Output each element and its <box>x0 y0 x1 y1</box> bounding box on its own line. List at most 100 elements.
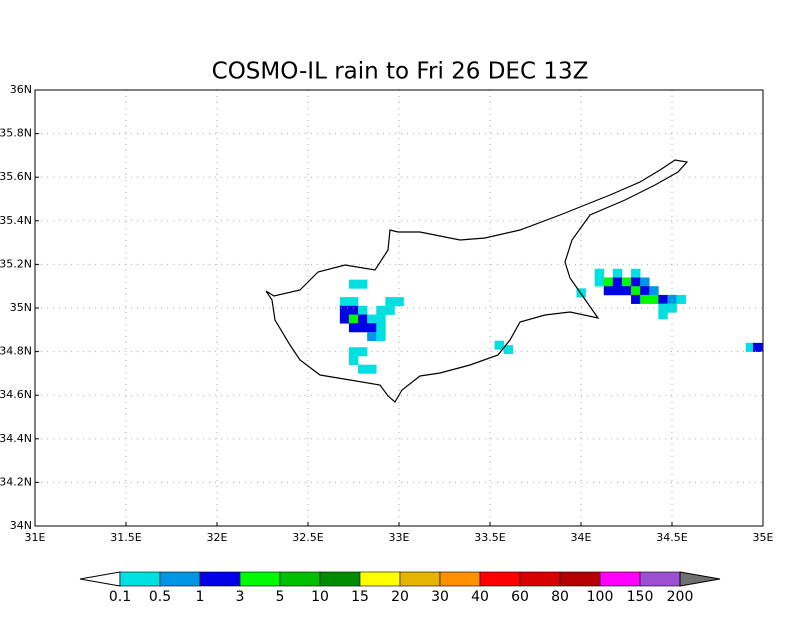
colorbar-box <box>319 571 361 587</box>
rain-cell <box>367 331 377 341</box>
rain-cell <box>367 314 377 324</box>
rain-cell <box>358 347 368 357</box>
rain-cell <box>348 297 359 307</box>
colorbar: 0.1 0.5 1 3 5 10 15 20 30 40 60 80 100 150 200 <box>79 571 721 605</box>
rain-cell <box>631 286 641 296</box>
rain-cell <box>658 310 668 320</box>
rain-cell <box>676 294 686 304</box>
rain-cell <box>376 314 386 324</box>
colorbar-over <box>679 571 721 587</box>
rain-cell <box>348 314 359 324</box>
rain-cell <box>649 286 659 296</box>
rain-cell <box>348 279 359 289</box>
colorbar-label: 40 <box>471 589 489 605</box>
colorbar-label: 3 <box>236 589 245 605</box>
colorbar-under <box>79 571 121 587</box>
rain-cell <box>649 294 659 304</box>
rain-cell <box>358 279 368 289</box>
x-tick-label: 34.5E <box>656 531 687 544</box>
colorbar-box <box>279 571 321 587</box>
x-tick-label: 32.5E <box>292 531 323 544</box>
colorbar-label: 200 <box>667 589 694 605</box>
colorbar-label: 100 <box>587 589 614 605</box>
colorbar-label: 80 <box>551 589 569 605</box>
rain-cell <box>348 355 359 365</box>
rain-cell <box>631 294 641 304</box>
rain-cell <box>612 268 623 278</box>
map-frame <box>34 89 764 527</box>
colorbar-label: 0.5 <box>149 589 171 605</box>
colorbar-label: 20 <box>391 589 409 605</box>
colorbar-box <box>479 571 521 587</box>
colorbar-box <box>239 571 281 587</box>
rain-cell <box>658 294 668 304</box>
rain-cell <box>745 342 756 352</box>
x-tick-label: 33E <box>389 531 410 544</box>
y-tick-label: 36N <box>10 83 32 96</box>
colorbar-label: 150 <box>627 589 654 605</box>
x-tick-label: 32E <box>207 531 228 544</box>
colorbar-box <box>519 571 561 587</box>
y-tick-label: 34.6N <box>0 388 32 401</box>
rain-cell <box>603 277 614 287</box>
rain-cell <box>752 342 763 352</box>
rain-layer <box>339 268 763 374</box>
colorbar-box <box>559 571 601 587</box>
rain-cell <box>612 286 623 296</box>
x-tick-label: 31E <box>25 531 46 544</box>
rain-cell <box>367 323 377 333</box>
rain-cell <box>612 277 623 287</box>
colorbar-box <box>159 571 201 587</box>
x-tick-label: 33.5E <box>474 531 505 544</box>
rain-cell <box>594 268 605 278</box>
y-tick-label: 34.4N <box>0 432 32 445</box>
rain-cell <box>640 294 650 304</box>
colorbar-label: 10 <box>311 589 329 605</box>
rain-cell <box>339 305 350 315</box>
colorbar-label: 15 <box>351 589 369 605</box>
rain-cell <box>358 305 368 315</box>
rain-cell <box>594 277 605 287</box>
colorbar-label: 5 <box>276 589 285 605</box>
colorbar-box <box>439 571 481 587</box>
rain-cell <box>603 286 614 296</box>
rain-cell <box>640 277 650 287</box>
rain-cell <box>358 364 368 374</box>
rain-cell <box>376 331 386 341</box>
rain-cell <box>631 277 641 287</box>
y-tick-label: 35.6N <box>0 170 32 183</box>
coastline <box>265 159 689 403</box>
rain-cell <box>385 305 395 315</box>
rain-cell <box>339 297 350 307</box>
rain-cell <box>348 305 359 315</box>
colorbar-label: 1 <box>196 589 205 605</box>
rain-cell <box>631 268 641 278</box>
colorbar-box <box>399 571 441 587</box>
map-title: COSMO-IL rain to Fri 26 DEC 13Z <box>212 59 589 85</box>
y-tick-label: 34.2N <box>0 475 32 488</box>
colorbar-box <box>359 571 401 587</box>
rain-cell <box>621 286 632 296</box>
rain-cell <box>667 303 677 313</box>
rain-cell <box>621 277 632 287</box>
y-tick-label: 34.8N <box>0 345 32 358</box>
y-tick-label: 34N <box>10 519 32 532</box>
x-tick-label: 34E <box>571 531 592 544</box>
rain-cell <box>394 297 404 307</box>
rain-cell <box>348 323 359 333</box>
rain-cell <box>503 345 514 355</box>
y-tick-label: 35.2N <box>0 257 32 270</box>
colorbar-label: 30 <box>431 589 449 605</box>
rain-cell <box>376 305 386 315</box>
colorbar-box <box>199 571 241 587</box>
x-tick-label: 35E <box>753 531 774 544</box>
y-tick-label: 35.4N <box>0 214 32 227</box>
rain-cell <box>339 314 350 324</box>
rain-cell <box>658 303 668 313</box>
grid: 31E 31.5E 32E 32.5E 33E 33.5E 34E 34.5E 35E 34N 34… <box>0 83 774 544</box>
rain-cell <box>376 323 386 333</box>
rain-cell <box>367 364 377 374</box>
colorbar-label: 60 <box>511 589 529 605</box>
x-tick-label: 31.5E <box>110 531 141 544</box>
